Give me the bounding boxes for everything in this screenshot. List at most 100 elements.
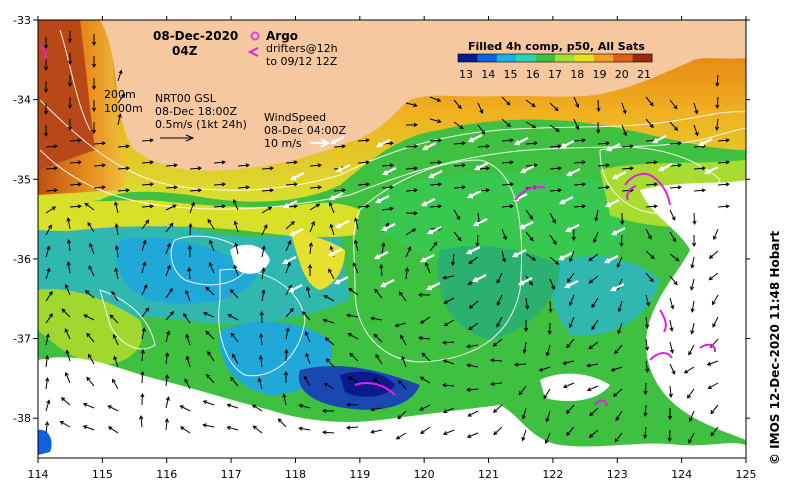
vector-arrow: [573, 161, 586, 164]
vector-arrow: [645, 183, 658, 186]
vector-arrow: [117, 93, 125, 104]
vector-arrow: [453, 231, 462, 241]
colorbar-ticks: 13 14 15 16 17 18 19 20 21: [459, 68, 651, 81]
vector-arrow: [525, 231, 534, 241]
vector-arrow: [645, 118, 654, 128]
vector-arrow: [285, 240, 291, 252]
vector-arrow: [691, 256, 695, 268]
vector-arrow: [688, 344, 695, 355]
vector-arrow: [303, 376, 311, 387]
vector-arrow: [669, 385, 672, 397]
vector-arrow: [405, 228, 416, 236]
vector-arrow: [83, 425, 95, 431]
colorbar-tick-label: 21: [637, 68, 651, 81]
vector-arrow: [496, 316, 503, 328]
vector-arrow: [165, 311, 174, 321]
vector-arrow: [309, 164, 322, 167]
vector-arrow: [644, 404, 647, 417]
vector-arrow: [306, 287, 311, 299]
vector-arrow: [420, 426, 431, 434]
vector-arrow: [549, 212, 556, 223]
map-time: 04Z: [172, 44, 198, 58]
vector-arrow: [234, 265, 239, 277]
vector-arrow: [588, 341, 599, 350]
vector-arrow: [614, 432, 623, 443]
vector-arrow: [691, 322, 695, 334]
vector-arrow: [141, 240, 146, 252]
vector-arrow: [587, 385, 599, 391]
vector-arrow: [45, 246, 50, 258]
vector-arrow: [522, 407, 527, 419]
vector-arrow: [299, 404, 311, 409]
vector-arrow: [477, 102, 483, 114]
vector-arrow: [117, 189, 130, 192]
vector-arrow: [617, 322, 623, 334]
vector-arrow: [203, 424, 215, 428]
vector-arrow: [61, 308, 71, 318]
vector-arrow: [453, 121, 464, 129]
vector-arrow: [429, 139, 442, 142]
vector-arrow: [60, 421, 71, 428]
y-tick-label: -38: [13, 412, 31, 425]
vector-arrow: [525, 121, 536, 129]
vector-arrow: [353, 262, 359, 274]
vector-arrow: [324, 295, 335, 302]
vector-arrow: [180, 405, 191, 412]
wind-time-label: 08-Dec 04:00Z: [264, 124, 346, 137]
vector-arrow: [669, 99, 678, 109]
vector-arrow: [69, 183, 82, 186]
vector-arrow: [93, 164, 106, 167]
vector-arrow: [258, 378, 263, 390]
vector-arrow: [546, 410, 551, 422]
y-tick-label: -33: [13, 14, 31, 27]
vector-arrow: [689, 410, 695, 422]
x-tick-label: 121: [478, 468, 499, 481]
vector-arrow: [621, 189, 634, 192]
vector-arrow: [573, 205, 586, 208]
vector-arrow: [309, 221, 315, 233]
x-tick-label: 115: [92, 468, 113, 481]
y-tick-label: -37: [13, 333, 31, 346]
vector-arrow: [45, 422, 48, 434]
vector-arrow: [141, 139, 154, 142]
vector-arrow: [165, 164, 178, 167]
vector-arrow: [85, 290, 95, 299]
wind-label: WindSpeed: [264, 111, 326, 124]
vector-arrow: [405, 268, 408, 280]
vector-arrow: [645, 228, 652, 240]
vector-arrow: [501, 118, 511, 127]
vector-arrow: [69, 139, 82, 142]
vector-arrow: [141, 183, 154, 186]
vector-arrow: [645, 161, 658, 164]
vector-arrow: [443, 275, 455, 279]
cloud-south: [38, 357, 746, 458]
vector-arrow: [141, 307, 149, 318]
vector-arrow: [253, 425, 263, 434]
vector-arrow: [69, 205, 82, 208]
vector-arrow: [644, 426, 647, 438]
vector-arrow: [467, 388, 479, 391]
colorbar-swatches: [457, 53, 653, 63]
vector-arrow: [165, 419, 168, 431]
vector-arrow: [213, 205, 226, 208]
y-axis: -33 -34 -35 -36 -37 -38: [13, 14, 750, 425]
vector-arrow: [716, 74, 719, 87]
vector-arrow: [713, 228, 719, 240]
vector-arrow: [261, 268, 265, 280]
vector-arrow: [645, 272, 654, 282]
colorbar-tick-label: 16: [526, 68, 540, 81]
vector-arrow: [611, 366, 623, 371]
vector-arrow: [357, 183, 370, 186]
credit-text: © IMOS 12-Dec-2020 11:48 Hobart: [768, 231, 782, 465]
vector-arrow: [117, 167, 130, 170]
vector-arrow: [45, 268, 50, 280]
vector-arrow: [189, 189, 202, 192]
vector-arrow: [693, 102, 698, 114]
vector-arrow: [346, 403, 359, 406]
vector-arrow: [117, 145, 130, 148]
vector-arrow: [357, 205, 370, 208]
vector-arrow: [83, 314, 95, 321]
isobath-1000-label: 1000m: [104, 102, 143, 115]
colorbar-swatch: [458, 54, 478, 62]
vector-arrow: [405, 246, 411, 258]
